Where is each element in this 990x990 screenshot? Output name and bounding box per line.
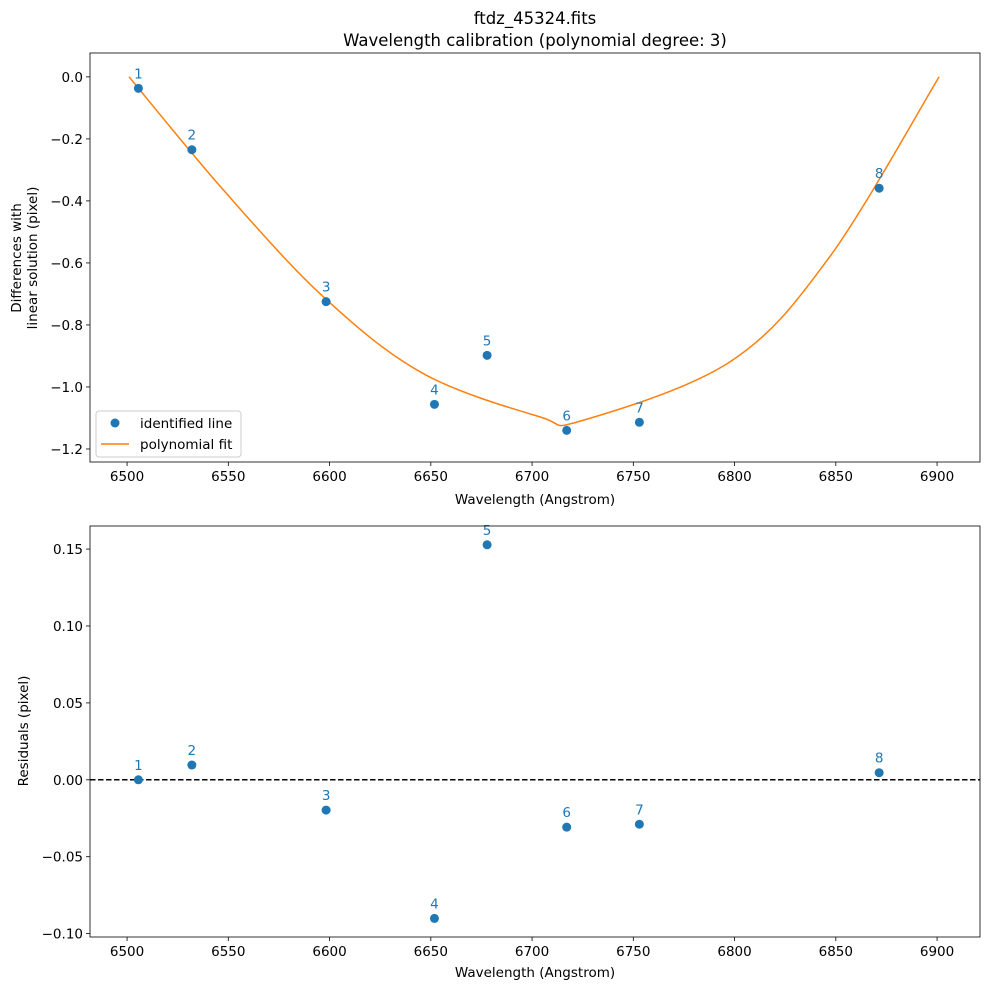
x-tick-label: 6900 xyxy=(920,469,954,485)
x-tick-label: 6700 xyxy=(515,944,549,960)
data-point-5 xyxy=(482,350,492,360)
point-label-8: 8 xyxy=(875,166,884,182)
top-y-axis-label-line1: Differences with xyxy=(9,203,25,313)
data-point-6 xyxy=(562,425,572,435)
data-point-4 xyxy=(429,913,439,923)
x-tick-label: 6700 xyxy=(515,469,549,485)
data-point-1 xyxy=(133,775,143,785)
x-tick-label: 6750 xyxy=(616,944,650,960)
top-y-axis-label-line2: linear solution (pixel) xyxy=(25,187,41,330)
data-point-1 xyxy=(133,83,143,93)
point-label-2: 2 xyxy=(188,743,197,759)
legend: identified line polynomial fit xyxy=(95,410,242,458)
legend-label-polynomial-fit: polynomial fit xyxy=(140,437,232,453)
top-x-axis-label: Wavelength (Angstrom) xyxy=(455,492,615,508)
data-point-6 xyxy=(562,822,572,832)
y-tick-label: 0.00 xyxy=(53,773,83,789)
x-tick-label: 6900 xyxy=(920,944,954,960)
y-tick-label: −0.10 xyxy=(42,927,83,943)
x-tick-label: 6800 xyxy=(717,469,751,485)
y-tick-label: −0.8 xyxy=(50,318,83,334)
y-tick-label: −1.0 xyxy=(50,380,83,396)
axes-frame xyxy=(89,52,981,463)
data-point-4 xyxy=(429,399,439,409)
legend-label-identified-line: identified line xyxy=(140,416,232,432)
x-tick-label: 6550 xyxy=(211,944,245,960)
data-point-5 xyxy=(482,540,492,550)
x-tick-label: 6750 xyxy=(616,469,650,485)
axes-frame xyxy=(89,525,981,938)
point-label-8: 8 xyxy=(875,751,884,767)
y-tick-label: −0.05 xyxy=(42,850,83,866)
point-label-3: 3 xyxy=(322,280,331,296)
bottom-axes-residuals: 6500 6550 6600 6650 6700 6750 6800 6850 6900 0.15… xyxy=(42,523,981,960)
chart-subtitle: Wavelength calibration (polynomial degre… xyxy=(343,31,727,50)
data-point-3 xyxy=(321,805,331,815)
y-tick-label: 0.05 xyxy=(53,696,83,712)
point-label-4: 4 xyxy=(430,896,439,912)
y-tick-label: 0.10 xyxy=(53,619,83,635)
data-point-8 xyxy=(874,183,884,193)
y-tick-label: −1.2 xyxy=(50,442,83,458)
point-label-6: 6 xyxy=(562,805,571,821)
plot-area xyxy=(90,540,980,923)
data-point-2 xyxy=(187,760,197,770)
x-tick-label: 6650 xyxy=(414,944,448,960)
point-label-2: 2 xyxy=(188,128,197,144)
y-tick-label: −0.2 xyxy=(50,132,83,148)
plot-area xyxy=(128,76,940,435)
point-label-3: 3 xyxy=(322,788,331,804)
bottom-x-axis-label: Wavelength (Angstrom) xyxy=(455,965,615,981)
data-point-7 xyxy=(634,417,644,427)
x-tick-label: 6850 xyxy=(819,469,853,485)
data-point-7 xyxy=(634,819,644,829)
data-point-2 xyxy=(187,145,197,155)
x-tick-label: 6500 xyxy=(110,944,144,960)
y-tick-label: 0.15 xyxy=(53,542,83,558)
point-label-1: 1 xyxy=(134,66,143,82)
data-point-3 xyxy=(321,297,331,307)
data-point-8 xyxy=(874,768,884,778)
chart-title: ftdz_45324.fits xyxy=(474,9,597,29)
legend-marker-identified-line xyxy=(110,418,120,428)
point-label-7: 7 xyxy=(635,400,644,416)
top-axes-differences: 6500 6550 6600 6650 6700 6750 6800 6850 6900 0.0 −… xyxy=(50,52,981,485)
polynomial-fit-line xyxy=(128,76,940,427)
x-tick-label: 6600 xyxy=(312,469,346,485)
point-label-4: 4 xyxy=(430,382,439,398)
point-label-7: 7 xyxy=(635,802,644,818)
y-tick-label: −0.4 xyxy=(50,194,83,210)
x-tick-label: 6650 xyxy=(414,469,448,485)
x-tick-label: 6550 xyxy=(211,469,245,485)
y-tick-label: −0.6 xyxy=(50,256,83,272)
legend-box xyxy=(95,410,242,458)
x-tick-label: 6850 xyxy=(819,944,853,960)
point-label-1: 1 xyxy=(134,758,143,774)
point-label-6: 6 xyxy=(562,408,571,424)
x-tick-label: 6800 xyxy=(717,944,751,960)
x-tick-label: 6600 xyxy=(312,944,346,960)
point-label-5: 5 xyxy=(483,523,492,539)
x-tick-label: 6500 xyxy=(110,469,144,485)
point-label-5: 5 xyxy=(483,333,492,349)
y-tick-label: 0.0 xyxy=(62,70,83,86)
bottom-y-axis-label: Residuals (pixel) xyxy=(16,676,32,787)
